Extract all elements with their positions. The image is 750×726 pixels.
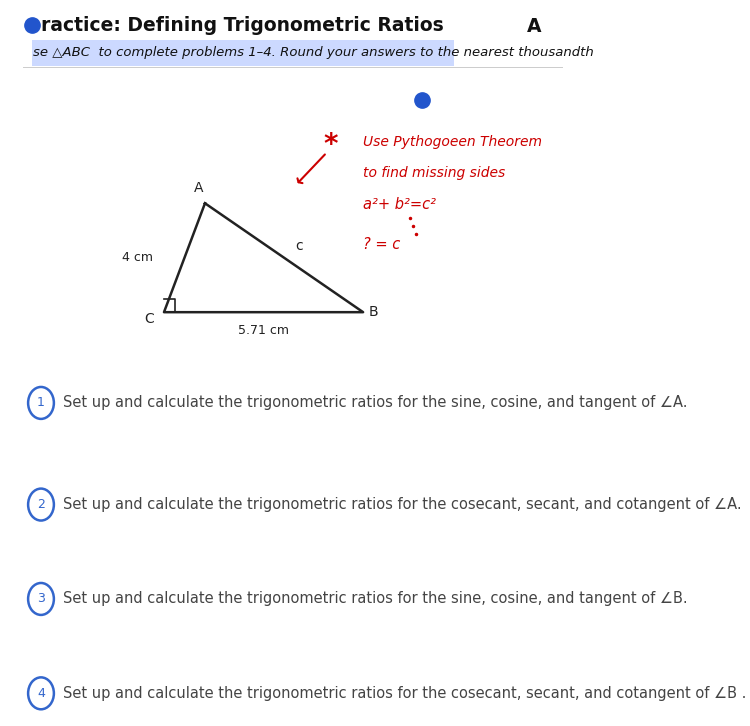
Text: 4: 4 [37, 687, 45, 700]
Text: B: B [369, 305, 379, 319]
Text: c: c [295, 240, 302, 253]
Text: Set up and calculate the trigonometric ratios for the cosecant, secant, and cota: Set up and calculate the trigonometric r… [63, 686, 746, 701]
Text: 4 cm: 4 cm [122, 251, 153, 264]
Text: A: A [527, 17, 542, 36]
Text: 3: 3 [37, 592, 45, 605]
Text: 2: 2 [37, 498, 45, 511]
Text: to find missing sides: to find missing sides [363, 166, 506, 180]
Text: Set up and calculate the trigonometric ratios for the sine, cosine, and tangent : Set up and calculate the trigonometric r… [63, 396, 687, 410]
FancyBboxPatch shape [32, 40, 454, 66]
Text: A: A [194, 182, 204, 195]
Text: Use Pythogoeen Theorem: Use Pythogoeen Theorem [363, 134, 542, 149]
Text: 5.71 cm: 5.71 cm [238, 324, 289, 337]
Text: C: C [145, 312, 154, 326]
Text: a²+ b²=c²: a²+ b²=c² [363, 197, 436, 211]
Text: ? = c: ? = c [363, 237, 401, 252]
Text: ractice: Defining Trigonometric Ratios: ractice: Defining Trigonometric Ratios [41, 16, 444, 35]
Text: Set up and calculate the trigonometric ratios for the sine, cosine, and tangent : Set up and calculate the trigonometric r… [63, 592, 687, 606]
Text: Set up and calculate the trigonometric ratios for the cosecant, secant, and cota: Set up and calculate the trigonometric r… [63, 497, 741, 512]
Text: *: * [324, 131, 338, 159]
Text: 1: 1 [37, 396, 45, 409]
Text: se △ABC  to complete problems 1–4. Round your answers to the nearest thousandth: se △ABC to complete problems 1–4. Round … [34, 46, 594, 60]
